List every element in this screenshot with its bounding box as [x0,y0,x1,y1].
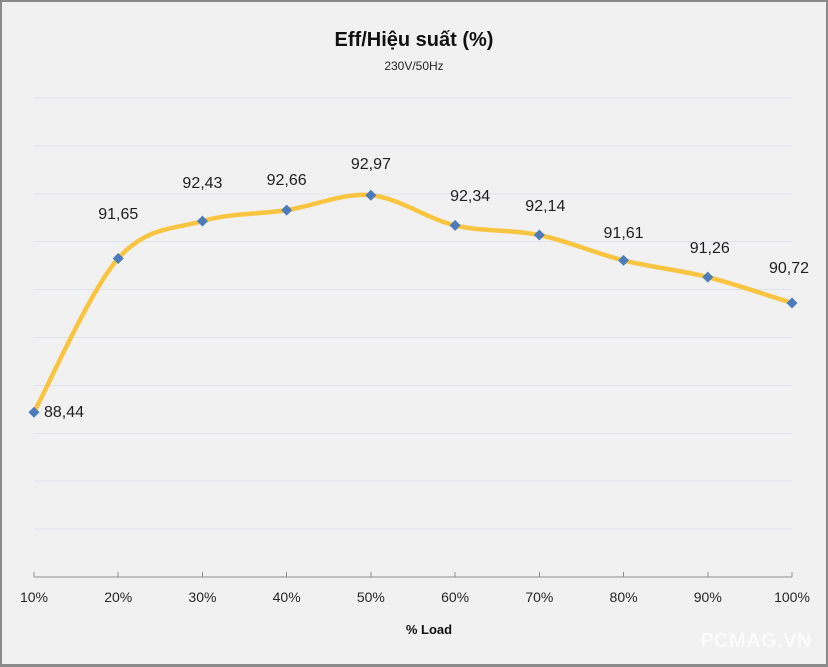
diamond-marker [786,297,798,309]
data-label: 92,14 [525,197,566,215]
data-label: 91,61 [603,225,644,243]
diamond-marker [702,271,714,283]
data-label: 90,72 [768,260,810,277]
diamond-marker [281,204,293,216]
x-axis [33,572,793,578]
diamond-marker [196,215,208,227]
x-axis-title: % Load [405,622,453,637]
diamond-marker [618,254,630,266]
diamond-marker [28,406,40,418]
data-label: 92,43 [182,175,223,193]
data-label: 91,65 [98,206,139,224]
diamond-marker [112,252,124,264]
chart-subtitle: 230V/50Hz [384,59,444,73]
data-point-markers [28,189,798,418]
x-tick-label: 80% [609,589,638,605]
x-tick-label: 60% [441,589,470,605]
diamond-marker [533,229,545,241]
data-label: 91,26 [689,240,730,258]
diamond-marker [449,219,461,231]
x-tick-label: 50% [356,589,385,605]
diamond-marker [365,189,377,201]
data-label: 92,66 [266,172,307,190]
x-tick-label: 90% [693,589,722,605]
x-tick-label: 30% [188,589,217,605]
data-label: 92,97 [350,156,391,174]
x-tick-label: 20% [104,589,133,605]
x-tick-label: 100% [774,589,810,605]
efficiency-series-line [31,192,795,415]
gridlines [34,97,792,530]
data-label: 92,34 [450,188,491,206]
chart-title: Eff/Hiệu suất (%) [334,29,494,51]
x-tick-label: 10% [19,589,49,605]
watermark-pcmag: PCMAG.VN [700,630,812,652]
data-label: 88,44 [43,404,85,422]
x-tick-label: 40% [272,589,301,605]
x-tick-label: 70% [525,589,554,605]
